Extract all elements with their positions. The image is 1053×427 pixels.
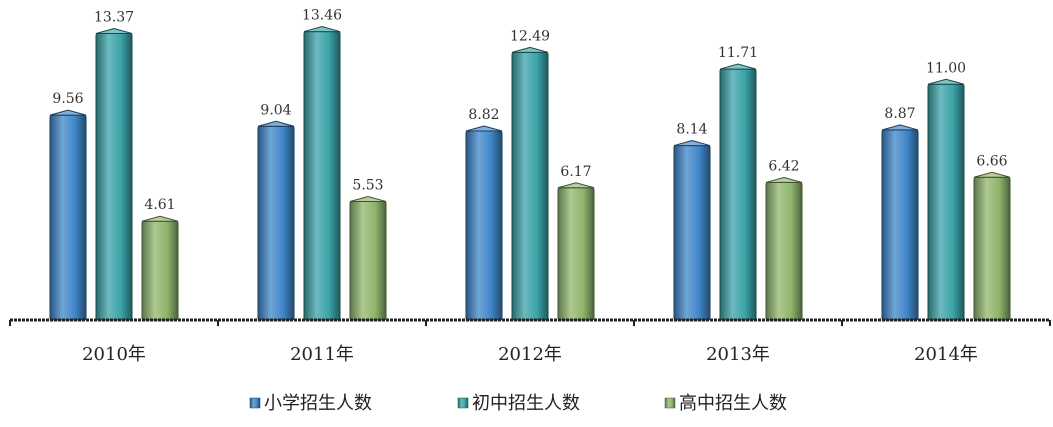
x-tick-label: 2010年 xyxy=(82,344,146,365)
bar-2-2 xyxy=(303,31,341,321)
legend: 小学招生人数 初中招生人数 高中招生人数 xyxy=(249,393,787,414)
bar-1-2 xyxy=(257,125,295,321)
data-label-3-5: 6.66 xyxy=(976,153,1007,169)
x-tick-label: 2014年 xyxy=(914,344,978,365)
data-label-2-5: 11.00 xyxy=(926,60,966,76)
bar-cap-3-4 xyxy=(765,176,803,183)
data-label-1-5: 8.87 xyxy=(884,106,915,122)
bar-1-4 xyxy=(673,145,711,321)
legend-label-2: 初中招生人数 xyxy=(472,393,580,414)
data-label-1-1: 9.56 xyxy=(52,91,83,107)
bar-3-2 xyxy=(349,201,387,321)
bar-2-3 xyxy=(511,51,549,321)
bar-cap-2-2 xyxy=(303,26,341,33)
bar-2-4 xyxy=(719,68,757,321)
bar-cap-2-3 xyxy=(511,46,549,53)
bar-2-1 xyxy=(95,33,133,321)
legend-label-1: 小学招生人数 xyxy=(264,393,372,414)
bars-layer xyxy=(49,26,1011,321)
bar-cap-3-2 xyxy=(349,195,387,202)
data-label-3-1: 4.61 xyxy=(144,197,175,213)
bar-cap-2-1 xyxy=(95,27,133,34)
legend-swatch-1 xyxy=(249,397,261,409)
bar-cap-1-2 xyxy=(257,120,295,127)
data-label-2-3: 12.49 xyxy=(510,28,550,44)
x-tick-label: 2011年 xyxy=(290,344,354,365)
bar-cap-1-3 xyxy=(465,125,503,132)
bar-cap-2-5 xyxy=(927,78,965,85)
bar-1-1 xyxy=(49,114,87,321)
data-label-3-2: 5.53 xyxy=(352,178,383,194)
x-axis: 2010年 2011年 2012年 2013年 2014年 xyxy=(9,318,1051,365)
bar-3-4 xyxy=(765,181,803,321)
data-label-1-2: 9.04 xyxy=(260,102,291,118)
bar-3-1 xyxy=(141,220,179,321)
bar-cap-1-5 xyxy=(881,124,919,131)
legend-swatch-2 xyxy=(457,397,469,409)
data-label-2-2: 13.46 xyxy=(302,8,342,24)
bar-3-5 xyxy=(973,176,1011,321)
data-label-3-4: 6.42 xyxy=(768,158,799,174)
bar-cap-1-4 xyxy=(673,140,711,147)
x-tick-label: 2013年 xyxy=(706,344,770,365)
bar-cap-3-1 xyxy=(141,215,179,222)
bar-1-5 xyxy=(881,129,919,321)
bar-cap-3-5 xyxy=(973,171,1011,178)
data-label-2-1: 13.37 xyxy=(94,10,134,26)
data-label-1-3: 8.82 xyxy=(468,107,499,123)
bar-cap-2-4 xyxy=(719,63,757,70)
data-label-2-4: 11.71 xyxy=(718,45,758,61)
data-labels-layer: 9.56 13.37 4.61 9.04 13.46 5.53 8.82 12.49 6.17 8… xyxy=(52,8,1007,214)
bar-1-3 xyxy=(465,130,503,321)
data-label-1-4: 8.14 xyxy=(676,122,707,138)
legend-label-3: 高中招生人数 xyxy=(679,393,787,414)
data-label-3-3: 6.17 xyxy=(560,164,591,180)
bar-cap-1-1 xyxy=(49,109,87,116)
legend-swatch-3 xyxy=(664,397,676,409)
bar-3-3 xyxy=(557,187,595,321)
bar-cap-3-3 xyxy=(557,182,595,189)
bar-2-5 xyxy=(927,83,965,321)
x-tick-label: 2012年 xyxy=(498,344,562,365)
